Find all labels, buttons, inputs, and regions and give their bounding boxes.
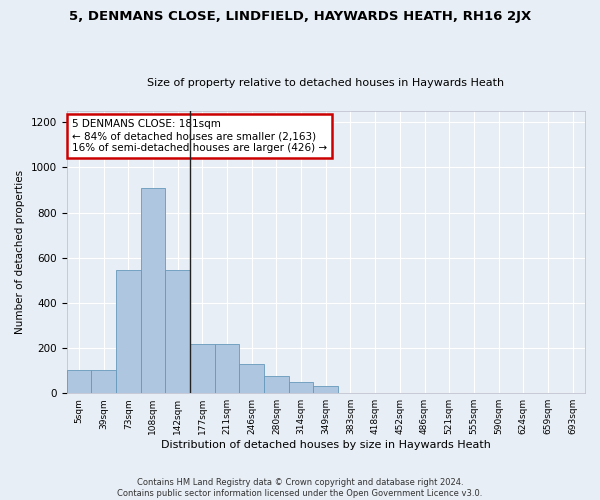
Bar bbox=[91, 370, 116, 393]
X-axis label: Distribution of detached houses by size in Haywards Heath: Distribution of detached houses by size … bbox=[161, 440, 491, 450]
Title: Size of property relative to detached houses in Haywards Heath: Size of property relative to detached ho… bbox=[147, 78, 505, 88]
Text: 5 DENMANS CLOSE: 181sqm
← 84% of detached houses are smaller (2,163)
16% of semi: 5 DENMANS CLOSE: 181sqm ← 84% of detache… bbox=[72, 120, 327, 152]
Bar bbox=[165, 270, 190, 393]
Bar bbox=[215, 344, 239, 393]
Bar bbox=[116, 270, 140, 393]
Bar bbox=[264, 376, 289, 393]
Bar bbox=[289, 382, 313, 393]
Text: 5, DENMANS CLOSE, LINDFIELD, HAYWARDS HEATH, RH16 2JX: 5, DENMANS CLOSE, LINDFIELD, HAYWARDS HE… bbox=[69, 10, 531, 23]
Bar bbox=[190, 344, 215, 393]
Bar bbox=[67, 370, 91, 393]
Bar bbox=[140, 188, 165, 393]
Bar bbox=[239, 364, 264, 393]
Text: Contains HM Land Registry data © Crown copyright and database right 2024.
Contai: Contains HM Land Registry data © Crown c… bbox=[118, 478, 482, 498]
Bar bbox=[313, 386, 338, 393]
Y-axis label: Number of detached properties: Number of detached properties bbox=[15, 170, 25, 334]
